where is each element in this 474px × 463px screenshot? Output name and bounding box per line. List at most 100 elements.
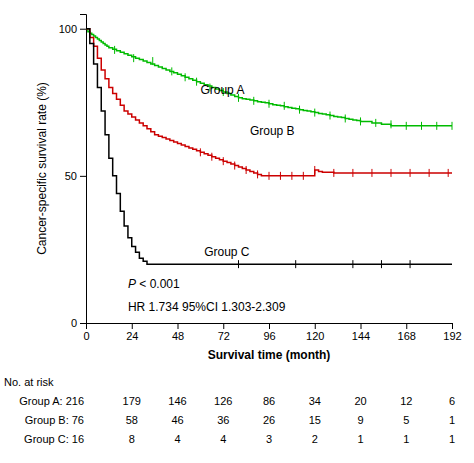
x-tick: 48: [172, 323, 184, 342]
x-tick: 96: [263, 323, 275, 342]
censor-mark: [330, 112, 331, 120]
censor-mark: [452, 122, 453, 130]
censor-mark: [152, 57, 153, 65]
risk-value: 3: [266, 433, 272, 445]
censor-mark: [333, 169, 334, 177]
risk-value: 1: [449, 414, 455, 426]
censor-mark: [246, 166, 247, 174]
risk-row-label: Group B: 76: [25, 414, 84, 426]
censor-mark: [280, 172, 281, 180]
y-tick-label: 50: [65, 170, 77, 182]
x-tick-label: 96: [263, 330, 275, 342]
risk-table: No. at riskGroup A: 21617914612686342012…: [4, 376, 455, 445]
censor-mark: [269, 172, 270, 180]
censor-mark: [421, 122, 422, 130]
censor-mark: [360, 117, 361, 125]
censor-mark: [234, 162, 235, 170]
risk-value: 5: [403, 414, 409, 426]
x-tick-label: 144: [352, 330, 370, 342]
risk-value: 86: [263, 395, 275, 407]
x-tick-label: 0: [83, 330, 89, 342]
risk-value: 1: [403, 433, 409, 445]
censor-mark: [371, 169, 372, 177]
x-tick: 168: [398, 323, 416, 342]
x-tick-label: 168: [398, 330, 416, 342]
censor-mark: [448, 169, 449, 177]
risk-value: 2: [312, 433, 318, 445]
censor-mark: [269, 100, 270, 108]
y-tick: 0: [71, 317, 86, 329]
y-tick-mark: [80, 323, 86, 324]
x-tick: 24: [126, 323, 138, 342]
risk-value: 4: [174, 433, 180, 445]
y-tick-mark: [80, 176, 86, 177]
censor-mark: [200, 148, 201, 156]
y-tick-mark: [80, 29, 86, 30]
censor-mark: [381, 260, 382, 268]
risk-value: 126: [214, 395, 232, 407]
censor-mark: [375, 119, 376, 127]
censor-mark: [291, 172, 292, 180]
censor-mark: [284, 102, 285, 110]
risk-value: 12: [400, 395, 412, 407]
survival-curve: [86, 29, 452, 176]
censor-mark: [114, 46, 115, 54]
x-axis: 0 24 48 72 96 120 144 168 192: [83, 323, 461, 342]
y-tick: 50: [65, 170, 86, 182]
risk-value: 58: [126, 414, 138, 426]
x-tick-mark: [315, 323, 316, 329]
x-tick-label: 192: [443, 330, 461, 342]
censor-mark: [196, 78, 197, 86]
x-tick-mark: [132, 323, 133, 329]
x-tick-mark: [178, 323, 179, 329]
y-tick-label: 0: [71, 317, 77, 329]
risk-value: 34: [309, 395, 321, 407]
censor-mark: [133, 54, 134, 62]
x-tick-label: 24: [126, 330, 138, 342]
risk-value: 9: [357, 414, 363, 426]
x-tick-label: 72: [218, 330, 230, 342]
y-axis: 0 50 100: [59, 15, 87, 330]
censor-mark: [391, 120, 392, 128]
group-labels: Group AGroup BGroup C: [200, 83, 294, 259]
censor-mark: [257, 170, 258, 178]
risk-row-label: Group C: 16: [24, 433, 84, 445]
y-tick-label: 100: [59, 23, 77, 35]
group-label: Group C: [204, 245, 250, 259]
group-label: Group A: [200, 83, 244, 97]
censor-mark: [253, 97, 254, 105]
annotation: P < 0.001: [128, 277, 180, 291]
risk-value: 179: [123, 395, 141, 407]
censor-mark: [223, 157, 224, 165]
x-tick-mark: [223, 323, 224, 329]
y-axis-title: Cancer-specific survival rate (%): [35, 82, 49, 255]
x-tick-mark: [361, 323, 362, 329]
censor-mark: [171, 67, 172, 75]
x-axis-title: Survival time (month): [208, 348, 331, 362]
x-tick-label: 120: [306, 330, 324, 342]
x-axis-line: [87, 324, 453, 330]
chart: 024487296120144168192050100Survival time…: [0, 0, 474, 463]
x-tick: 120: [306, 323, 324, 342]
x-tick-mark: [406, 323, 407, 329]
y-tick: 100: [59, 23, 86, 35]
risk-value: 146: [168, 395, 186, 407]
censor-mark: [436, 122, 437, 130]
risk-value: 36: [217, 414, 229, 426]
censor-mark: [295, 260, 296, 268]
x-tick: 144: [352, 323, 370, 342]
x-tick-label: 48: [172, 330, 184, 342]
censor-mark: [299, 106, 300, 114]
x-tick: 72: [218, 323, 230, 342]
x-tick-mark: [452, 323, 453, 329]
risk-value: 46: [171, 414, 183, 426]
annotations: P < 0.001 HR 1.734 95%CI 1.303-2.309: [128, 277, 286, 315]
annotation-part: < 0.001: [136, 277, 180, 291]
annotation: HR 1.734 95%CI 1.303-2.309: [128, 300, 286, 314]
x-tick-mark: [269, 323, 270, 329]
censor-mark: [410, 169, 411, 177]
risk-value: 6: [449, 395, 455, 407]
censor-mark: [391, 169, 392, 177]
y-axis-line: [80, 15, 87, 324]
risk-value: 1: [449, 433, 455, 445]
